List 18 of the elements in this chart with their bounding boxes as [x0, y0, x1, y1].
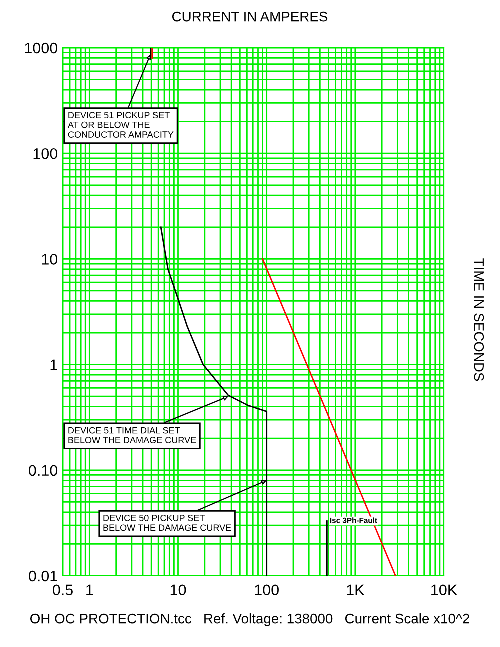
- annotation: DEVICE 51 PICKUP SET AT OR BELOW THE CONDUCTOR AMPACITY: [68, 112, 174, 138]
- y-tick-label: 1: [50, 360, 58, 370]
- x-tick-label: 0.5: [52, 584, 73, 596]
- text: OH OC PROTECTION.tcc Ref. Voltage: 138000 Current Scale x10^2: [30, 614, 470, 626]
- x-tick-label: 1K: [347, 584, 365, 596]
- x-tick-label: 10: [170, 584, 186, 596]
- y-tick-label: 100: [34, 148, 58, 160]
- y-tick-label: 10: [42, 254, 58, 265]
- y-tick-label: 0.01: [29, 570, 58, 582]
- x-tick-label: 1: [86, 584, 94, 596]
- annotation: DEVICE 51 TIME DIAL SET BELOW THE DAMAGE CURVE: [68, 427, 196, 444]
- y-axis-title: TIME IN SECONDS: [474, 258, 484, 382]
- x-tick-label: 100: [255, 584, 279, 596]
- y-tick-label: 1000: [25, 42, 58, 54]
- chart-title: CURRENT IN AMPERES: [172, 12, 328, 22]
- annotation: DEVICE 50 PICKUP SET BELOW THE DAMAGE CURVE: [104, 514, 232, 532]
- x-tick-label: 10K: [432, 584, 458, 596]
- y-tick-label: 0.10: [29, 465, 58, 476]
